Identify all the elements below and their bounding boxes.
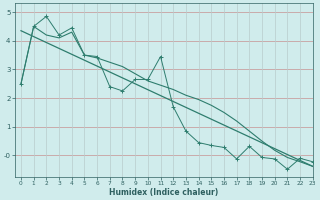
- X-axis label: Humidex (Indice chaleur): Humidex (Indice chaleur): [109, 188, 218, 197]
